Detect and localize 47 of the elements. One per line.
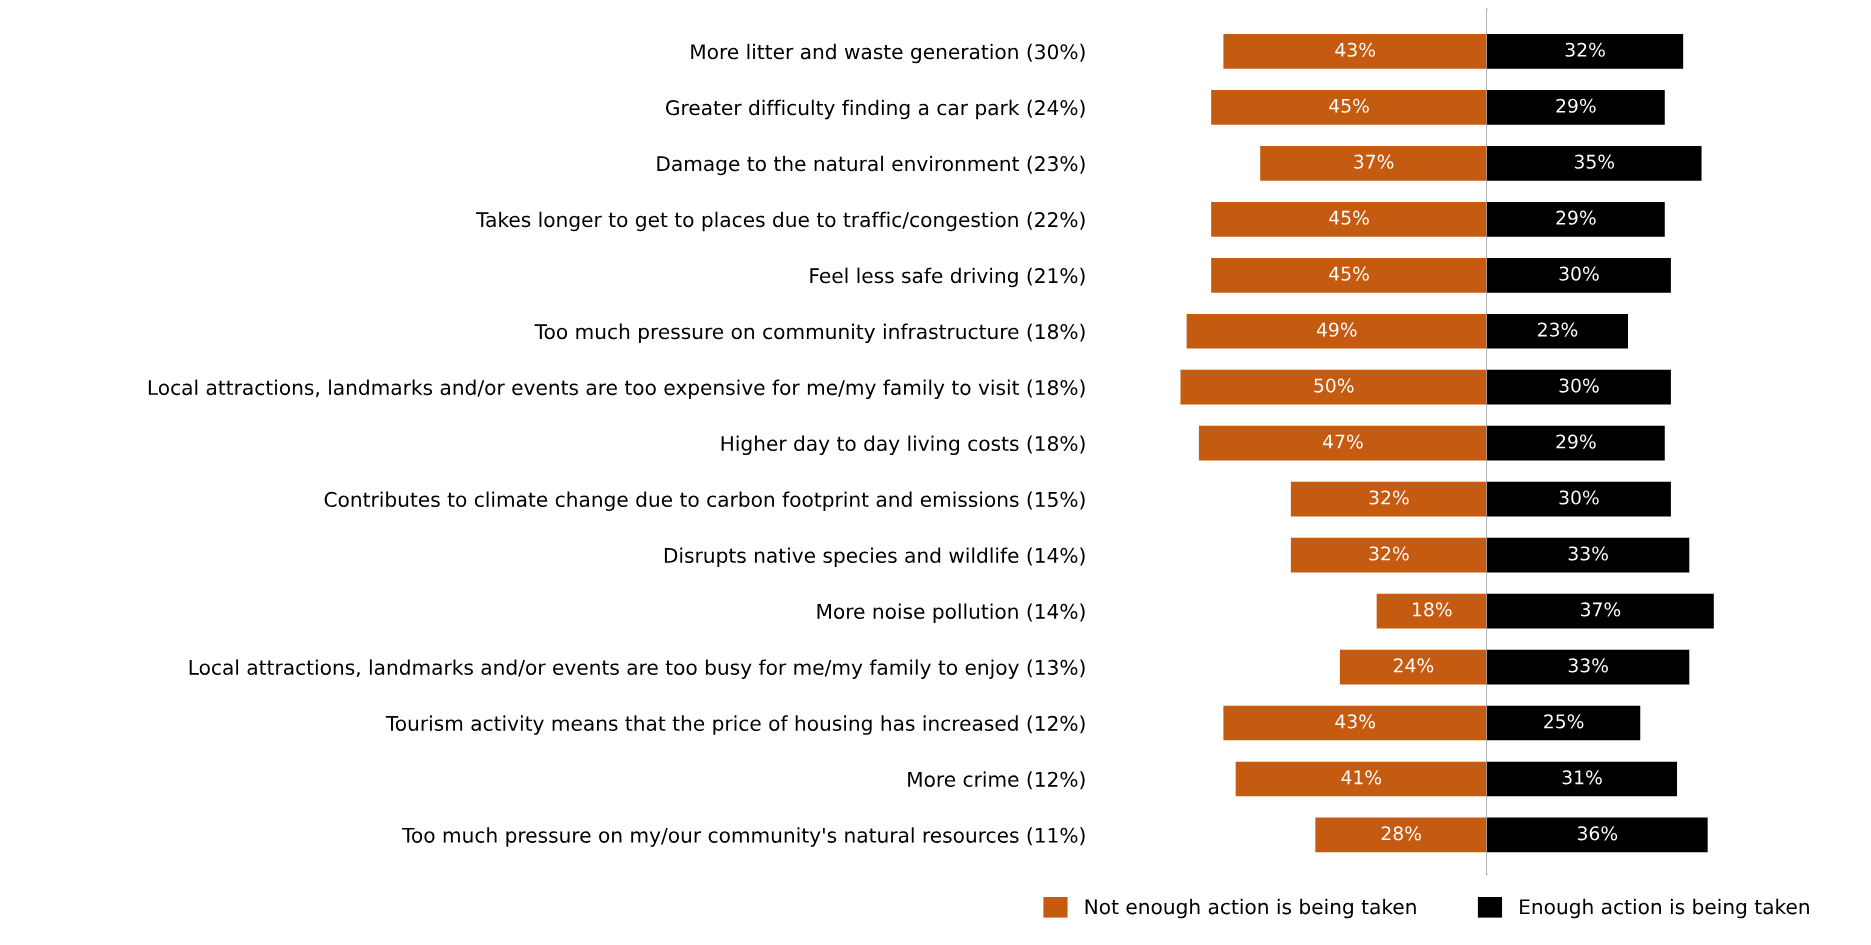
data-label: 45% [1329, 210, 1369, 225]
y-tick-label: Greater difficulty finding a car park (24%) [666, 99, 1085, 120]
data-label: 41% [1341, 770, 1382, 785]
y-tick-label: Tourism activity means that the price of housing has increased (12%) [385, 715, 1085, 735]
y-tick-label: Contributes to climate change due to carbon footprint and emissions (15%) [324, 491, 1085, 511]
data-label: 45% [1329, 266, 1369, 281]
y-tick-label: More crime (12%) [908, 771, 1085, 790]
data-label: 32% [1369, 546, 1409, 561]
data-label: 30% [1559, 378, 1599, 393]
y-tick-label: Too much pressure on my/our community's natural resources (11%) [402, 827, 1085, 847]
data-label: 29% [1556, 434, 1596, 449]
data-label: 49% [1316, 322, 1357, 337]
y-tick-label: Disrupts native species and wildlife (14%) [664, 547, 1085, 567]
data-label: 31% [1562, 770, 1602, 785]
y-tick-label: Higher day to day living costs (18%) [721, 435, 1085, 456]
data-label: 37% [1354, 154, 1394, 169]
y-tick-label: Damage to the natural environment (23%) [657, 155, 1085, 176]
data-label: 30% [1559, 266, 1599, 281]
y-tick-label: Takes longer to get to places due to traffic/congestion (22%) [476, 211, 1085, 232]
data-label: 29% [1556, 210, 1596, 225]
data-label: 43% [1335, 42, 1376, 57]
data-label: 32% [1565, 42, 1605, 57]
data-label: 43% [1335, 714, 1376, 729]
data-label: 28% [1381, 826, 1421, 841]
data-label: 35% [1574, 154, 1615, 169]
legend-label: Not enough action is being taken [1085, 898, 1416, 919]
y-tick-label: Local attractions, landmarks and/or events are too expensive for me/my family to visit (18%) [148, 379, 1085, 400]
data-label: 23% [1538, 322, 1578, 337]
data-label: 33% [1568, 658, 1608, 673]
data-label: 36% [1577, 826, 1618, 841]
data-label: 32% [1369, 490, 1409, 505]
data-label: 30% [1559, 490, 1599, 505]
data-label: 37% [1581, 602, 1621, 617]
data-label: 50% [1314, 378, 1354, 393]
data-label: 33% [1568, 546, 1608, 561]
data-label: 25% [1544, 714, 1584, 729]
data-label: 47% [1323, 434, 1363, 449]
y-tick-label: Local attractions, landmarks and/or events are too busy for me/my family to enjoy (13%) [189, 659, 1085, 679]
y-tick-label: Too much pressure on community infrastructure (18%) [534, 323, 1085, 344]
data-label: 29% [1556, 98, 1596, 113]
y-tick-label: More litter and waste generation (30%) [691, 43, 1085, 64]
y-tick-label: More noise pollution (14%) [817, 603, 1085, 623]
data-label: 24% [1393, 658, 1434, 673]
data-label: 18% [1413, 602, 1452, 617]
legend-label: Enough action is being taken [1520, 898, 1809, 919]
y-tick-label: Feel less safe driving (21%) [810, 267, 1085, 288]
data-label: 45% [1329, 98, 1369, 113]
